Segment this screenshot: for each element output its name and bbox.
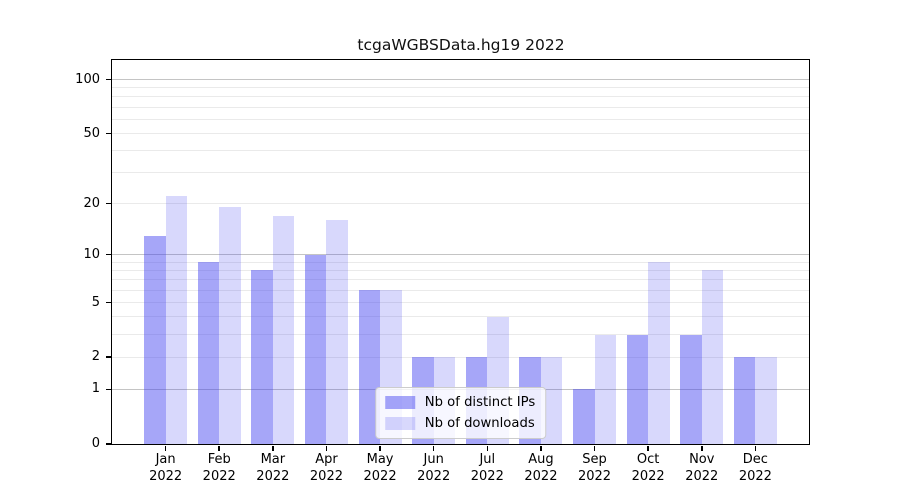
minor-gridline [112,316,809,318]
minor-gridline [112,150,809,152]
y-tick-label: 50 [83,125,100,141]
minor-gridline [112,289,809,291]
bar-dl-dec [755,357,777,444]
x-tick-mark [325,445,328,451]
y-tick-mark [105,202,111,205]
bar-dl-nov [701,270,724,444]
legend: Nb of distinct IPs Nb of downloads [374,387,547,439]
bar-ips-sep [573,389,595,444]
y-tick-label: 10 [83,246,100,262]
bar-ips-jan [144,235,166,444]
plot-area: Nb of distinct IPs Nb of downloads 100 50… [75,59,810,484]
minor-gridline [112,356,809,358]
bar-ips-apr [304,254,327,444]
x-tick-label-aug: Aug 2022 [524,452,558,484]
x-tick-mark [272,445,274,451]
minor-gridline [112,106,809,108]
y-tick-mark [105,253,111,256]
y-tick-mark [105,356,111,358]
bar-ips-nov [680,334,702,444]
x-tick-mark [540,445,542,451]
bar-ips-feb [197,262,220,444]
y-tick-label: 0 [91,436,100,451]
y-tick-mark [105,443,111,445]
y-tick-mark [105,132,111,135]
minor-gridline [112,302,809,303]
bar-dl-apr [326,220,348,444]
y-tick-label: 100 [75,71,100,87]
bar-dl-feb [219,207,241,444]
x-tick-label-jan: Jan 2022 [149,452,183,484]
x-tick-mark [754,445,757,451]
bar-dl-sep [594,334,617,444]
minor-gridline [112,269,809,271]
minor-gridline [112,172,809,174]
x-tick-mark [701,445,703,451]
y-tick-label: 5 [91,294,100,310]
x-tick-mark [647,445,649,451]
legend-label-downloads: Nb of downloads [424,416,535,431]
minor-gridline [112,279,809,281]
bar-dl-aug [540,357,563,444]
legend-swatch-downloads [384,417,415,430]
x-tick-mark [432,445,435,451]
x-tick-label-sep: Sep 2022 [577,452,612,484]
major-gridline [112,254,809,256]
minor-gridline [112,87,809,89]
chart-title: tcgaWGBSData.hg19 2022 [357,36,565,54]
x-tick-label-oct: Oct 2022 [631,452,665,484]
bar-dl-mar [272,215,295,444]
bar-ips-dec [733,357,756,444]
minor-gridline [112,334,809,336]
x-tick-label-jul: Jul 2022 [470,452,504,484]
y-tick-mark [105,388,111,390]
minor-gridline [112,96,809,98]
x-tick-mark [593,445,596,451]
x-tick-label-feb: Feb 2022 [202,452,236,484]
x-tick-mark [218,445,220,451]
x-tick-label-jun: Jun 2022 [417,452,451,484]
y-tick-mark [105,78,111,81]
x-tick-label-may: May 2022 [363,452,397,484]
y-tick-label: 20 [83,195,100,211]
legend-label-distinct-ips: Nb of distinct IPs [424,395,536,410]
x-tick-label-nov: Nov 2022 [685,452,719,484]
minor-gridline [112,118,809,120]
minor-gridline [112,203,809,205]
x-tick-label-dec: Dec 2022 [738,452,772,484]
legend-swatch-distinct-ips [384,396,415,409]
legend-row-downloads: Nb of downloads [384,416,536,431]
x-tick-label-apr: Apr 2022 [309,452,343,484]
x-tick-mark [164,445,167,451]
bar-ips-mar [251,270,273,444]
x-tick-mark [379,445,381,451]
x-tick-label-mar: Mar 2022 [256,452,290,484]
y-tick-label: 2 [91,349,100,365]
major-gridline [112,78,809,81]
minor-gridline [112,133,809,135]
bar-dl-jan [165,196,188,444]
y-tick-label: 1 [91,381,100,397]
bar-ips-may [358,290,381,444]
minor-gridline [112,261,809,263]
x-tick-mark [486,445,489,451]
bar-ips-oct [626,334,649,444]
y-tick-mark [105,301,111,304]
legend-row-distinct-ips: Nb of distinct IPs [384,395,536,410]
bar-dl-oct [648,262,670,444]
